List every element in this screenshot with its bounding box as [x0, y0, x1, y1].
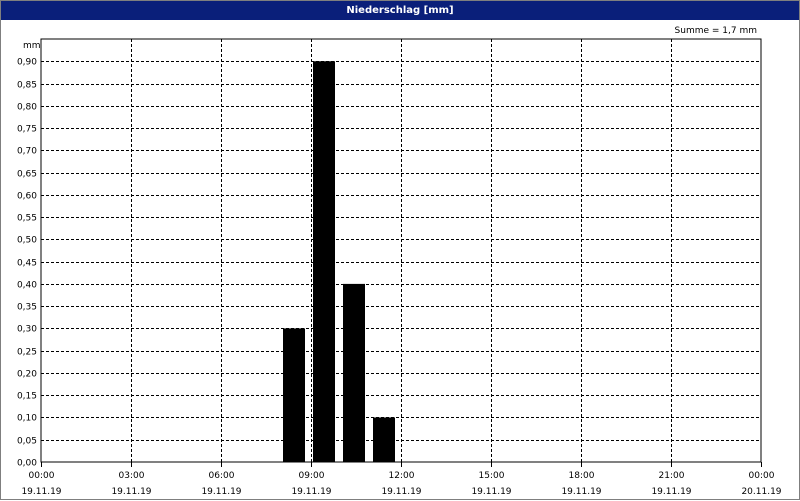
sum-label: Summe = 1,7 mm — [674, 26, 757, 36]
x-tick-time: 03:00 — [119, 471, 145, 481]
y-tick-label: 0,85 — [17, 81, 37, 91]
x-tick-time: 21:00 — [659, 471, 685, 481]
precipitation-bar — [283, 328, 305, 462]
precipitation-bar — [313, 61, 335, 463]
x-tick-date: 19.11.19 — [21, 487, 61, 497]
y-tick-label: 0,25 — [17, 348, 37, 358]
y-tick-label: 0,90 — [17, 58, 37, 68]
y-tick-label: 0,05 — [17, 437, 37, 447]
y-tick-label: 0,45 — [17, 259, 37, 269]
y-tick-label: 0,60 — [17, 192, 37, 202]
y-tick-label: 0,40 — [17, 281, 37, 291]
x-tick-time: 15:00 — [479, 471, 505, 481]
y-tick-label: 0,80 — [17, 103, 37, 113]
x-tick-date: 19.11.19 — [111, 487, 151, 497]
y-tick-label: 0,75 — [17, 125, 37, 135]
x-tick-date: 19.11.19 — [291, 487, 331, 497]
y-tick-label: 0,35 — [17, 303, 37, 313]
precipitation-bar — [373, 417, 395, 462]
y-axis-unit: mm — [23, 41, 41, 51]
x-tick-time: 09:00 — [299, 471, 325, 481]
y-tick-label: 0,65 — [17, 170, 37, 180]
y-tick-label: 0,55 — [17, 214, 37, 224]
y-tick-label: 0,70 — [17, 147, 37, 157]
x-tick-time: 00:00 — [29, 471, 55, 481]
y-tick-label: 0,20 — [17, 370, 37, 380]
x-tick-time: 18:00 — [569, 471, 595, 481]
precipitation-bar — [343, 283, 365, 462]
x-tick-time: 06:00 — [209, 471, 235, 481]
y-tick-label: 0,10 — [17, 414, 37, 424]
x-tick-date: 19.11.19 — [201, 487, 241, 497]
y-tick-label: 0,00 — [17, 459, 37, 469]
x-tick-date: 19.11.19 — [381, 487, 421, 497]
y-tick-label: 0,50 — [17, 236, 37, 246]
window-title: Niederschlag [mm] — [1, 1, 799, 20]
x-tick-date: 19.11.19 — [651, 487, 691, 497]
x-tick-time: 00:00 — [749, 471, 775, 481]
x-tick-date: 19.11.19 — [561, 487, 601, 497]
x-tick-time: 12:00 — [389, 471, 415, 481]
x-tick-date: 20.11.19 — [741, 487, 781, 497]
y-tick-label: 0,15 — [17, 392, 37, 402]
x-tick-date: 19.11.19 — [471, 487, 511, 497]
y-tick-label: 0,30 — [17, 325, 37, 335]
